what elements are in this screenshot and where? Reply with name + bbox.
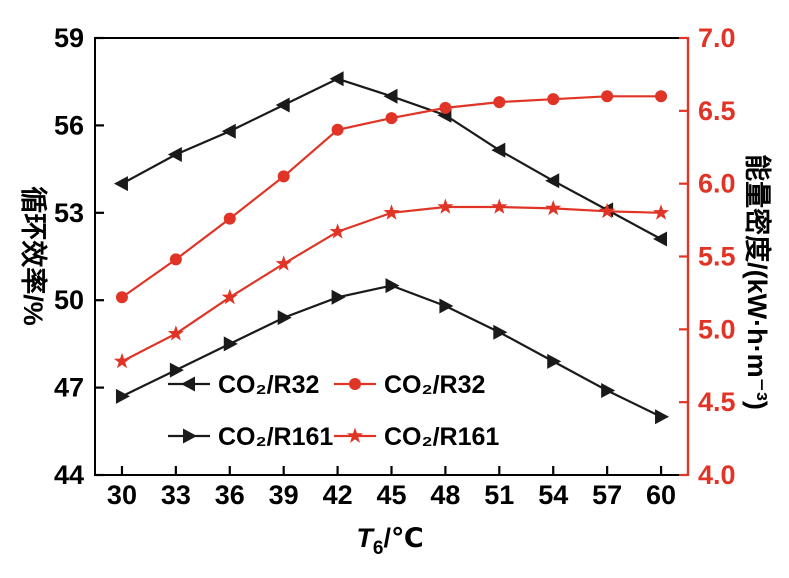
series-marker-density-co2-r161 [113,352,130,369]
x-axis-unit: /℃ [383,523,423,553]
right-tick-label: 5.5 [698,242,736,272]
series-marker-efficiency-co2-r161 [277,310,292,326]
legend-label-density-co2-r32: CO₂/R32 [384,371,485,399]
series-marker-density-co2-r161 [545,199,562,216]
series-marker-density-co2-r161 [491,198,508,214]
x-tick-label: 48 [430,480,460,510]
series-marker-efficiency-co2-r32 [653,231,668,247]
x-tick-label: 45 [376,480,406,510]
series-marker-efficiency-co2-r32 [545,173,560,189]
series-marker-efficiency-co2-r32 [329,71,344,87]
legend-marker-efficiency-co2-r32 [181,376,195,392]
series-marker-efficiency-co2-r161 [331,289,346,305]
series-marker-density-co2-r161 [275,255,292,271]
x-tick-label: 42 [323,480,353,510]
plot-area: 30 33 36 39 42 45 48 51 54 57 60 44 47 50 53 56 59 4.0 4.5… [54,23,736,510]
legend-label-density-co2-r161: CO₂/R161 [384,423,499,451]
series-marker-efficiency-co2-r161 [115,388,130,404]
series-marker-efficiency-co2-r32 [167,147,182,163]
x-tick-label: 54 [538,480,568,510]
series-marker-density-co2-r161 [437,198,454,214]
series-marker-density-co2-r161 [599,202,616,219]
series-marker-density-co2-r32 [601,90,614,103]
legend-marker-density-co2-r161 [346,427,364,443]
x-tick-label: 36 [215,480,245,510]
legend-label-efficiency-co2-r32: CO₂/R32 [218,371,319,399]
legend-marker-efficiency-co2-r161 [183,428,197,444]
x-tick-label: 30 [107,480,137,510]
x-axis-title: T6/℃ [356,523,423,559]
series-marker-density-co2-r32 [223,212,236,225]
left-tick-label: 44 [54,460,84,490]
series-marker-efficiency-co2-r161 [439,298,454,314]
series-marker-density-co2-r32 [115,291,128,304]
left-axis-title: 循环效率/% [18,186,49,326]
right-tick-label: 7.0 [698,23,736,53]
series-marker-efficiency-co2-r161 [385,278,400,294]
right-tick-label: 6.0 [698,169,736,199]
right-tick-label: 5.0 [698,314,736,344]
series-marker-efficiency-co2-r161 [223,336,238,352]
x-axis-subscript: 6 [373,538,384,559]
x-tick-label: 39 [269,480,299,510]
left-tick-label: 53 [54,198,84,228]
series-marker-efficiency-co2-r161 [493,324,508,340]
x-axis-symbol: T [356,523,375,553]
series-marker-density-co2-r32 [493,96,506,109]
series-marker-density-co2-r32 [547,93,560,106]
series-marker-efficiency-co2-r161 [547,353,562,369]
series-marker-efficiency-co2-r32 [221,123,236,139]
right-tick-label: 6.5 [698,96,736,126]
legend-marker-density-co2-r32 [349,378,361,390]
series-marker-efficiency-co2-r32 [275,97,290,113]
series-marker-density-co2-r32 [331,123,344,136]
left-tick-label: 47 [54,373,84,403]
left-tick-label: 56 [54,110,84,140]
x-tick-label: 51 [484,480,514,510]
x-tick-label: 33 [161,480,191,510]
series-line-density-co2-r32 [121,95,661,299]
series-marker-density-co2-r161 [167,325,184,341]
series-marker-density-co2-r161 [221,288,238,305]
series-marker-efficiency-co2-r32 [491,142,506,158]
x-tick-label: 60 [646,480,676,510]
right-tick-label: 4.5 [698,387,736,417]
series-marker-density-co2-r32 [277,170,290,183]
series-marker-density-co2-r32 [169,253,182,266]
series-marker-density-co2-r161 [383,204,400,220]
plot-frame [94,37,689,476]
series-marker-efficiency-co2-r161 [601,383,616,399]
series-marker-density-co2-r161 [653,204,670,220]
x-tick-label: 57 [592,480,622,510]
series-marker-density-co2-r32 [439,101,452,114]
series-marker-efficiency-co2-r32 [383,88,398,104]
left-tick-label: 50 [54,285,84,315]
series-marker-density-co2-r32 [655,90,668,103]
right-tick-label: 4.0 [698,460,736,490]
series-marker-efficiency-co2-r161 [655,409,670,425]
series-marker-density-co2-r32 [385,112,398,125]
series-marker-efficiency-co2-r32 [113,176,128,192]
legend-label-efficiency-co2-r161: CO₂/R161 [218,423,333,451]
left-tick-label: 59 [54,23,84,53]
right-axis-title: 能量密度/(kW·h·m⁻³) [742,154,773,410]
series-marker-efficiency-co2-r161 [169,362,184,378]
series-marker-density-co2-r161 [329,223,346,239]
